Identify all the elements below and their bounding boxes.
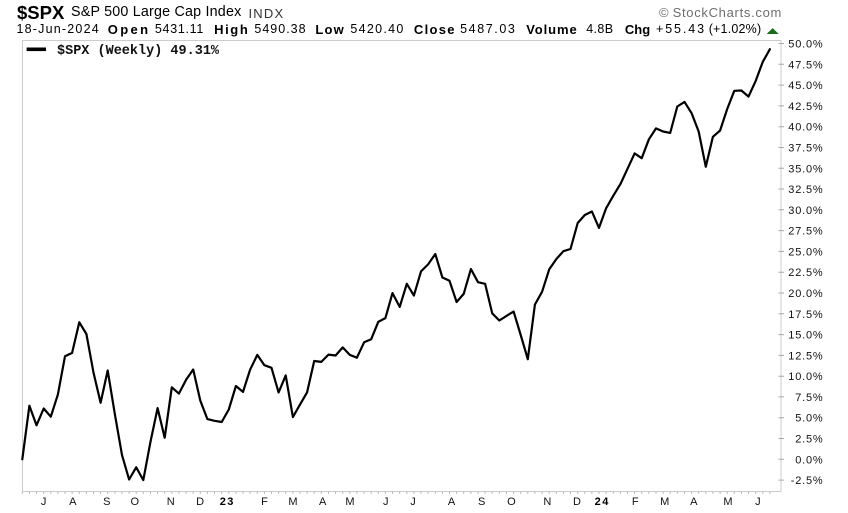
- svg-text:0.0%: 0.0%: [795, 454, 823, 466]
- svg-text:12.5%: 12.5%: [788, 350, 823, 362]
- svg-text:42.5%: 42.5%: [788, 101, 823, 113]
- svg-text:23: 23: [220, 496, 235, 508]
- svg-text:10.0%: 10.0%: [788, 371, 823, 383]
- svg-text:-2.5%: -2.5%: [791, 475, 824, 487]
- svg-text:D: D: [573, 496, 582, 508]
- svg-text:5.0%: 5.0%: [795, 413, 823, 425]
- svg-text:15.0%: 15.0%: [788, 330, 823, 342]
- svg-text:32.5%: 32.5%: [788, 184, 823, 196]
- svg-text:50.0%: 50.0%: [788, 39, 823, 51]
- svg-text:J: J: [410, 496, 416, 508]
- svg-text:N: N: [543, 496, 552, 508]
- svg-text:A: A: [690, 496, 698, 508]
- svg-text:M: M: [288, 496, 298, 508]
- svg-text:J: J: [755, 496, 761, 508]
- svg-text:27.5%: 27.5%: [788, 226, 823, 238]
- svg-text:N: N: [167, 496, 176, 508]
- svg-text:2.5%: 2.5%: [795, 434, 823, 446]
- svg-text:25.0%: 25.0%: [788, 246, 823, 258]
- svg-text:S: S: [103, 496, 111, 508]
- svg-text:A: A: [69, 496, 77, 508]
- svg-text:J: J: [383, 496, 389, 508]
- svg-text:A: A: [319, 496, 327, 508]
- svg-text:40.0%: 40.0%: [788, 122, 823, 134]
- svg-text:45.0%: 45.0%: [788, 80, 823, 92]
- svg-text:A: A: [448, 496, 456, 508]
- svg-text:M: M: [723, 496, 733, 508]
- svg-text:17.5%: 17.5%: [788, 309, 823, 321]
- svg-text:35.0%: 35.0%: [788, 163, 823, 175]
- svg-text:30.0%: 30.0%: [788, 205, 823, 217]
- svg-text:24: 24: [595, 496, 610, 508]
- svg-text:S: S: [478, 496, 486, 508]
- svg-text:F: F: [261, 496, 269, 508]
- svg-text:M: M: [660, 496, 670, 508]
- svg-text:F: F: [632, 496, 640, 508]
- svg-text:37.5%: 37.5%: [788, 143, 823, 155]
- svg-text:7.5%: 7.5%: [795, 392, 823, 404]
- svg-text:J: J: [41, 496, 47, 508]
- svg-text:20.0%: 20.0%: [788, 288, 823, 300]
- svg-text:O: O: [507, 496, 516, 508]
- svg-text:47.5%: 47.5%: [788, 59, 823, 71]
- svg-text:D: D: [196, 496, 205, 508]
- svg-text:O: O: [131, 496, 140, 508]
- svg-text:22.5%: 22.5%: [788, 267, 823, 279]
- svg-text:M: M: [345, 496, 355, 508]
